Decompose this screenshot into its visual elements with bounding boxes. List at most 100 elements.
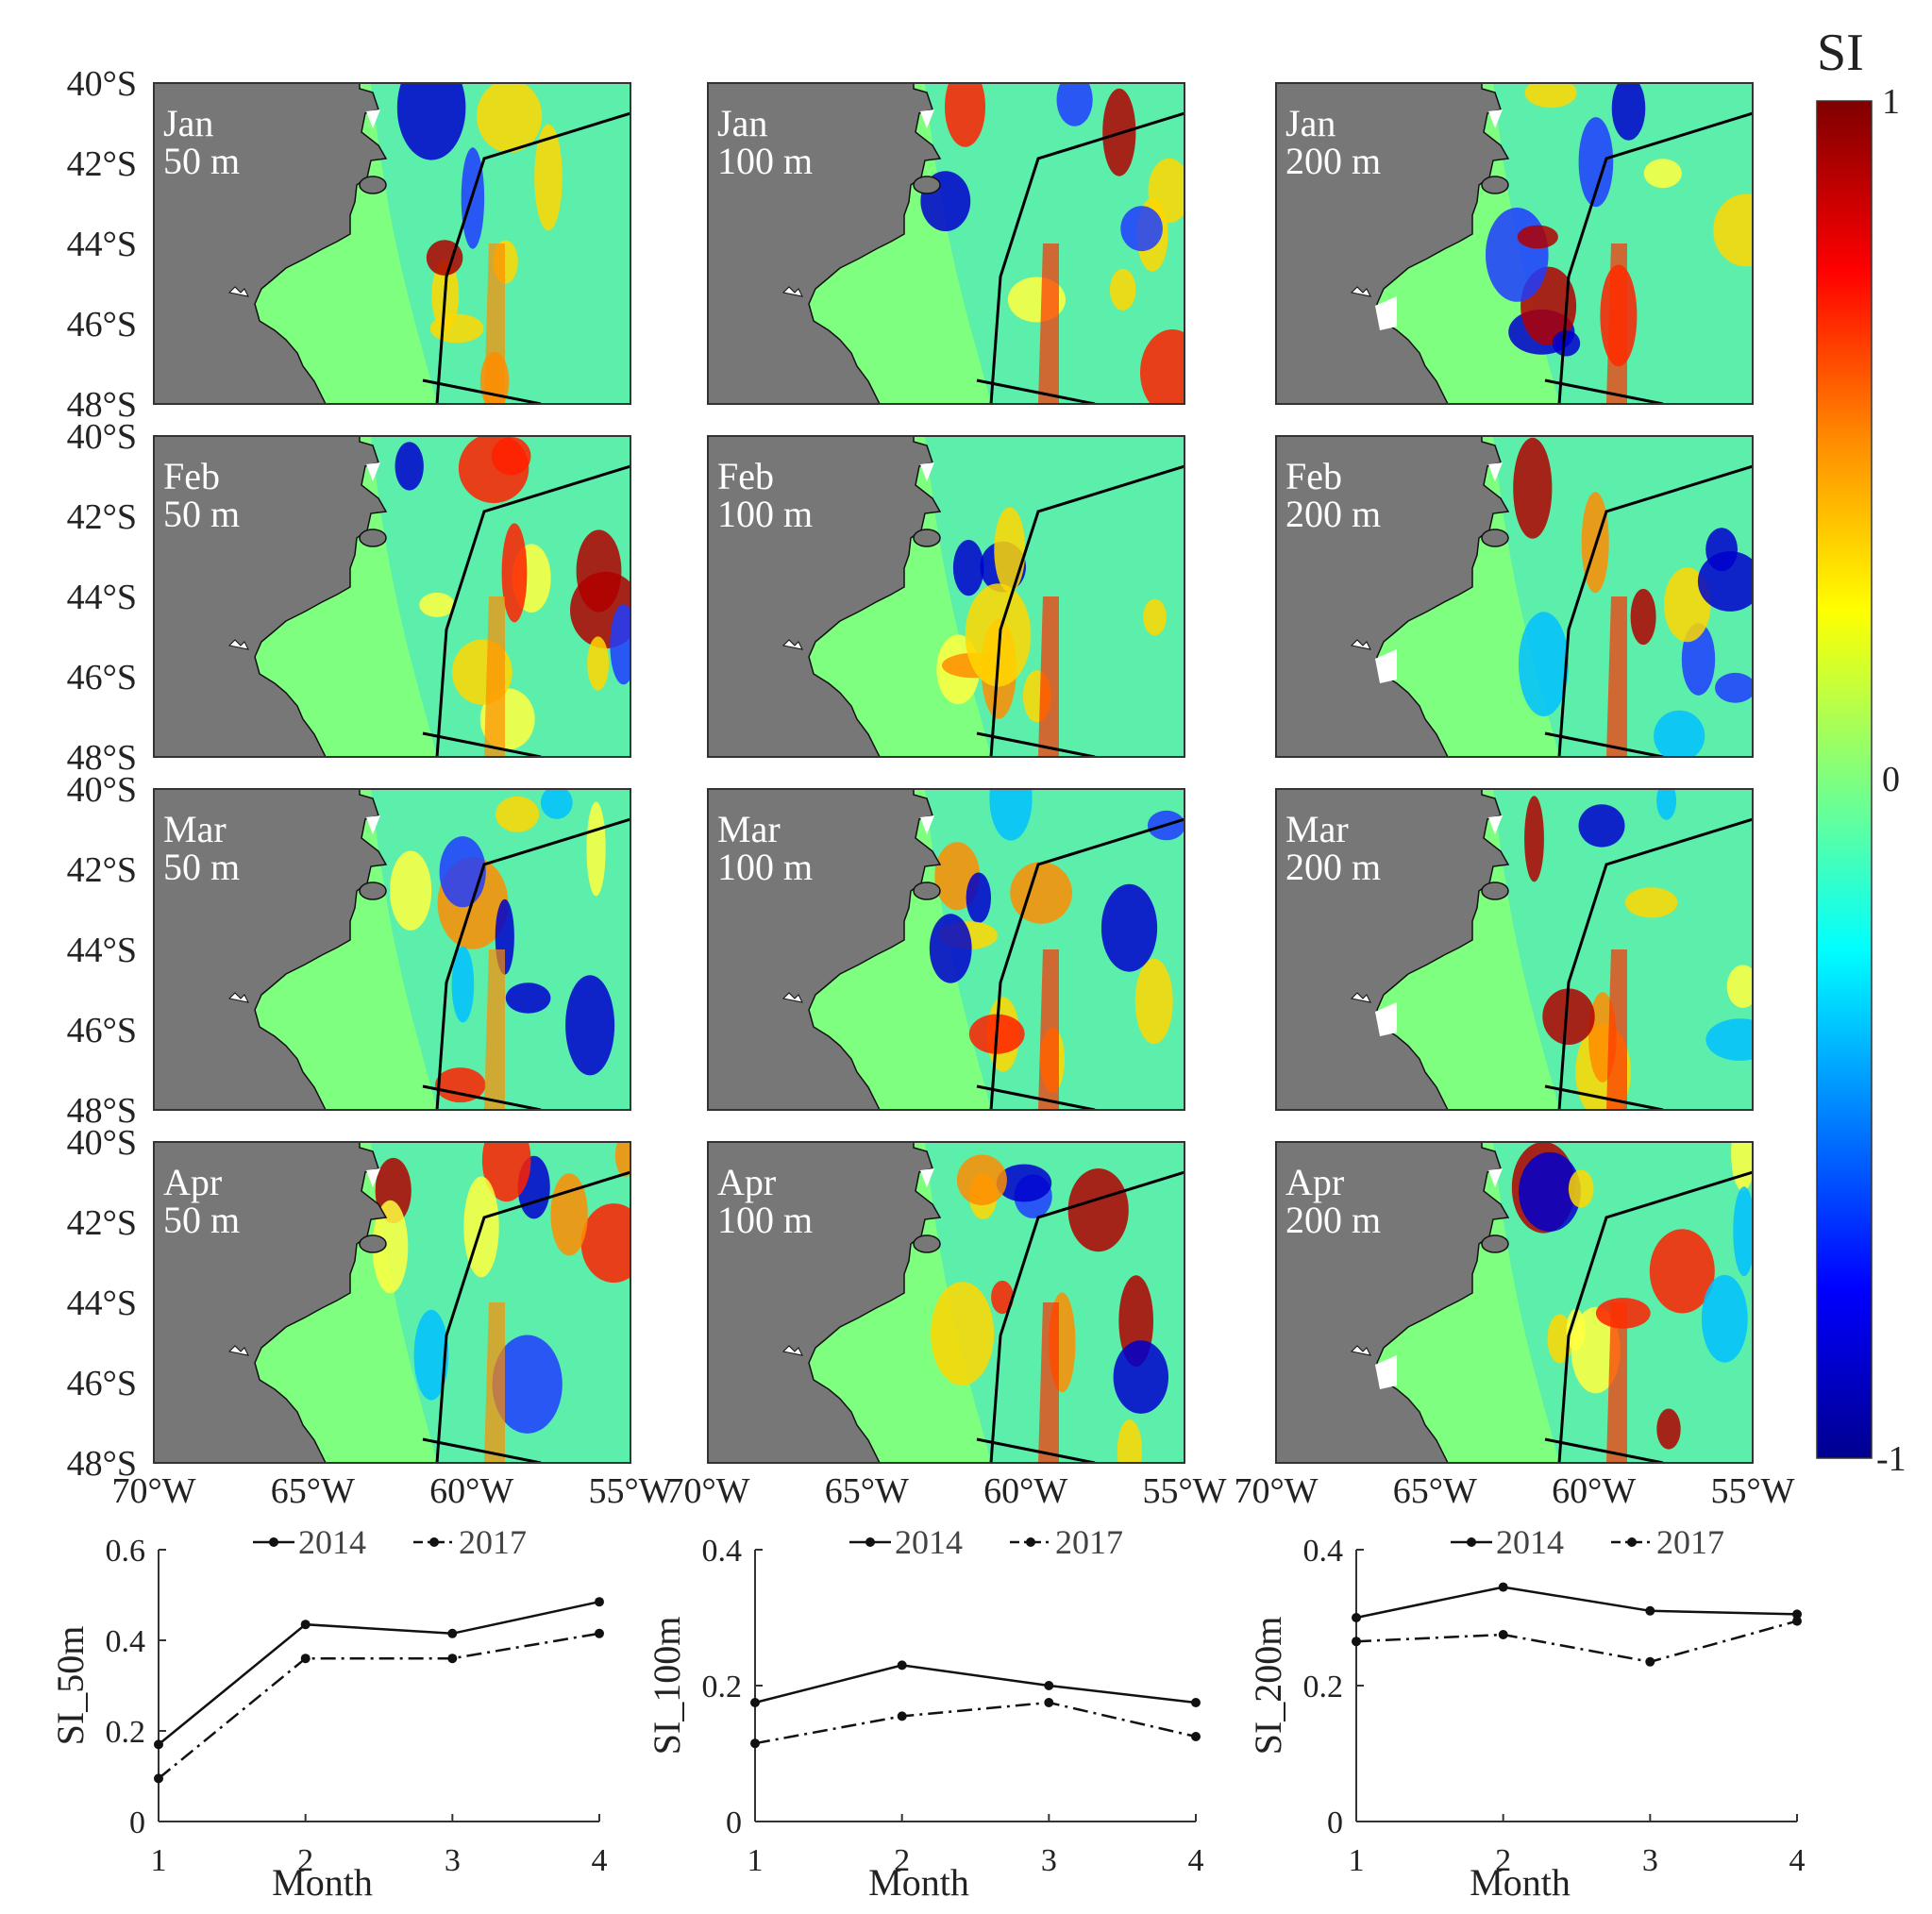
anomaly-blob — [952, 540, 984, 596]
anomaly-blob — [1117, 1419, 1143, 1463]
peninsula-patch — [920, 815, 934, 834]
peninsula-patch — [920, 1168, 934, 1187]
anomaly-blob — [1649, 1229, 1715, 1314]
y-tick-label: 0 — [129, 1805, 145, 1840]
legend-label-2014: 2014 — [1496, 1523, 1564, 1561]
y-tick-label: 0 — [726, 1805, 742, 1840]
land-mass — [708, 83, 942, 404]
data-point-2014 — [595, 1597, 604, 1607]
latitude-tick-label: 46°S — [67, 305, 137, 344]
shelf-break-anomaly — [1038, 243, 1059, 404]
anomaly-blob — [1519, 1151, 1581, 1232]
anomaly-blob — [994, 507, 1026, 593]
y-tick-label: 0.4 — [1303, 1534, 1344, 1569]
y-axis-title: SI_200m — [1247, 1617, 1289, 1755]
shelf-break-anomaly — [1038, 1302, 1059, 1463]
anomaly-blob — [956, 1154, 1007, 1206]
peninsula-patch — [920, 462, 934, 481]
anomaly-blob — [1120, 206, 1163, 252]
latitude-tick-label: 42°S — [67, 850, 137, 890]
land-mass — [1276, 789, 1510, 1110]
peninsula-patch — [1488, 462, 1503, 481]
legend-label-2014: 2014 — [895, 1523, 963, 1561]
series-line-2017 — [1355, 1620, 1798, 1664]
series-line-2014 — [1355, 1586, 1798, 1620]
island — [1481, 881, 1509, 900]
coast-patch — [1375, 1355, 1397, 1389]
panel-frame — [707, 1141, 1185, 1464]
panel-frame — [707, 435, 1185, 758]
x-tick-label: 3 — [1642, 1843, 1658, 1878]
longitude-tick-label: 70°W — [1234, 1471, 1318, 1511]
panel-frame — [1275, 435, 1754, 758]
coast-patch — [781, 639, 803, 650]
peninsula-patch — [366, 1168, 380, 1187]
peninsula-patch — [366, 462, 380, 481]
island — [1481, 176, 1509, 194]
latitude-tick-label: 40°S — [67, 417, 137, 457]
shelf-break-anomaly — [484, 1302, 505, 1463]
longitude-tick-label: 60°W — [1552, 1471, 1636, 1511]
legend-marker-2017 — [1627, 1537, 1637, 1547]
latitude-tick-label: 48°S — [67, 1091, 137, 1131]
peninsula-patch — [366, 815, 380, 834]
anomaly-blob — [1552, 330, 1581, 357]
shelf-break-line — [1557, 111, 1753, 404]
anomaly-blob — [1654, 710, 1705, 757]
colorbar-title: SI — [1817, 24, 1864, 82]
x-tick-label: 4 — [1188, 1843, 1204, 1878]
data-point-2017 — [750, 1738, 760, 1749]
data-point-2017 — [1044, 1698, 1054, 1707]
latitude-tick-label: 42°S — [67, 1203, 137, 1243]
colorbar-tick-mid: 0 — [1882, 760, 1900, 799]
y-tick-label: 0.2 — [106, 1715, 146, 1750]
panel-month-label: Apr — [1285, 1161, 1344, 1203]
map-axes: 40°S42°S44°S46°S48°S40°S42°S44°S46°S48°S… — [67, 64, 1795, 1511]
coast-patch — [781, 1345, 803, 1356]
panel-month-label: Apr — [717, 1161, 776, 1203]
anomaly-blob — [1701, 1274, 1748, 1363]
anomaly-blob — [491, 437, 531, 476]
eez-boundary-line — [422, 731, 542, 757]
anomaly-blob — [1643, 159, 1682, 189]
y-tick-label: 0.4 — [702, 1534, 743, 1569]
coast-patch — [227, 639, 249, 650]
anomaly-blob — [1568, 1169, 1594, 1208]
anomaly-blob — [1624, 887, 1678, 918]
data-point-2017 — [1498, 1630, 1508, 1639]
shelf-break-line — [989, 464, 1184, 757]
data-point-2014 — [897, 1660, 907, 1671]
coast-patch — [227, 1345, 249, 1356]
y-tick-label: 0.2 — [1303, 1670, 1344, 1704]
colorbar-tick-bottom: -1 — [1876, 1439, 1907, 1479]
shelf-break-line — [1557, 464, 1753, 757]
latitude-tick-label: 40°S — [67, 1123, 137, 1163]
anomaly-blob — [426, 240, 463, 276]
anomaly-blob — [505, 982, 551, 1014]
data-point-2017 — [595, 1628, 604, 1638]
x-tick-label: 3 — [1041, 1843, 1057, 1878]
anomaly-blob — [989, 789, 1033, 841]
data-point-2014 — [300, 1620, 311, 1630]
panel-depth-label: 200 m — [1285, 140, 1381, 182]
latitude-tick-label: 46°S — [67, 1011, 137, 1050]
colorbar: SI 1 0 -1 — [1816, 24, 1907, 1479]
x-tick-label: 2 — [894, 1843, 910, 1878]
anomaly-blob — [991, 1280, 1014, 1315]
eez-boundary-line — [976, 731, 1096, 757]
panel-depth-label: 100 m — [717, 1199, 813, 1241]
anomaly-blob — [1067, 1168, 1129, 1252]
panel-frame — [153, 788, 631, 1111]
eez-boundary-line — [1544, 731, 1664, 757]
anomaly-blob — [492, 1335, 563, 1434]
panel-depth-label: 100 m — [717, 846, 813, 888]
anomaly-blob — [501, 523, 528, 623]
eez-boundary-line — [1544, 1084, 1664, 1110]
coast-patch — [1350, 286, 1371, 297]
shelf-break-anomaly — [1038, 596, 1059, 757]
